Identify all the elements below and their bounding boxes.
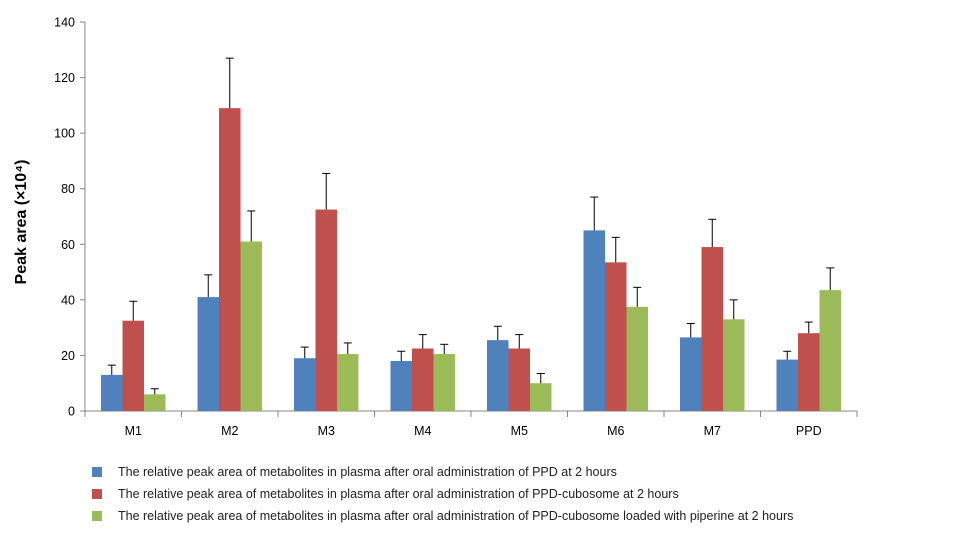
bar <box>776 359 798 411</box>
bar <box>723 319 745 411</box>
bars-group <box>101 108 841 411</box>
legend: The relative peak area of metabolites in… <box>92 461 793 527</box>
x-tick-label: PPD <box>796 424 822 438</box>
bar <box>390 360 412 411</box>
bar <box>819 290 841 411</box>
x-tick-label: M2 <box>221 424 238 438</box>
legend-item-ppd-cubosome-piperine: The relative peak area of metabolites in… <box>92 505 793 527</box>
legend-label-ppd: The relative peak area of metabolites in… <box>118 465 617 479</box>
bar <box>626 306 648 411</box>
x-tick-label: M3 <box>318 424 335 438</box>
bar <box>605 262 627 411</box>
legend-swatch-ppd-cubosome-piperine <box>92 511 102 521</box>
y-tick-label: 40 <box>61 293 75 307</box>
x-tick-label: M5 <box>511 424 528 438</box>
legend-swatch-ppd-cubosome <box>92 489 102 499</box>
legend-label-ppd-cubosome-piperine: The relative peak area of metabolites in… <box>118 509 794 523</box>
bar <box>680 337 702 411</box>
bar <box>101 374 123 411</box>
x-axis: M1 M2 M3 M4 M5 M6 M7 PPD <box>84 410 858 438</box>
bar <box>530 383 552 411</box>
bar <box>315 209 337 411</box>
y-tick-label: 120 <box>54 71 75 85</box>
bar <box>240 241 262 411</box>
bar <box>798 333 820 411</box>
x-tick-label: M4 <box>414 424 431 438</box>
y-tick-label: 0 <box>68 405 75 419</box>
y-tick-label: 60 <box>61 238 75 252</box>
bar <box>433 354 455 411</box>
bar <box>508 348 530 411</box>
bar <box>412 348 434 411</box>
x-tick-label: M7 <box>704 424 721 438</box>
bar <box>487 340 509 411</box>
legend-label-ppd-cubosome: The relative peak area of metabolites in… <box>118 487 679 501</box>
x-tick-label: M6 <box>607 424 624 438</box>
legend-swatch-ppd <box>92 467 102 477</box>
bar <box>294 358 316 411</box>
y-axis: 0 20 40 60 80 100 120 140 <box>54 16 86 419</box>
chart-svg: 0 20 40 60 80 100 120 140 M1 M2 M3 M4 M5 M6 M7 PPD Pea… <box>13 16 858 438</box>
bar <box>337 354 359 411</box>
error-bars-group <box>107 57 835 395</box>
y-axis-label: Peak area (×10⁴) <box>13 160 30 285</box>
bar <box>197 297 219 411</box>
bar <box>144 394 166 411</box>
bar <box>219 108 241 411</box>
bar <box>701 247 723 411</box>
x-tick-label: M1 <box>125 424 142 438</box>
y-tick-label: 140 <box>54 16 75 30</box>
bar <box>122 320 144 411</box>
legend-item-ppd: The relative peak area of metabolites in… <box>92 461 793 483</box>
y-tick-label: 80 <box>61 182 75 196</box>
legend-item-ppd-cubosome: The relative peak area of metabolites in… <box>92 483 793 505</box>
y-tick-label: 20 <box>61 349 75 363</box>
y-tick-label: 100 <box>54 127 75 141</box>
bar <box>583 230 605 411</box>
